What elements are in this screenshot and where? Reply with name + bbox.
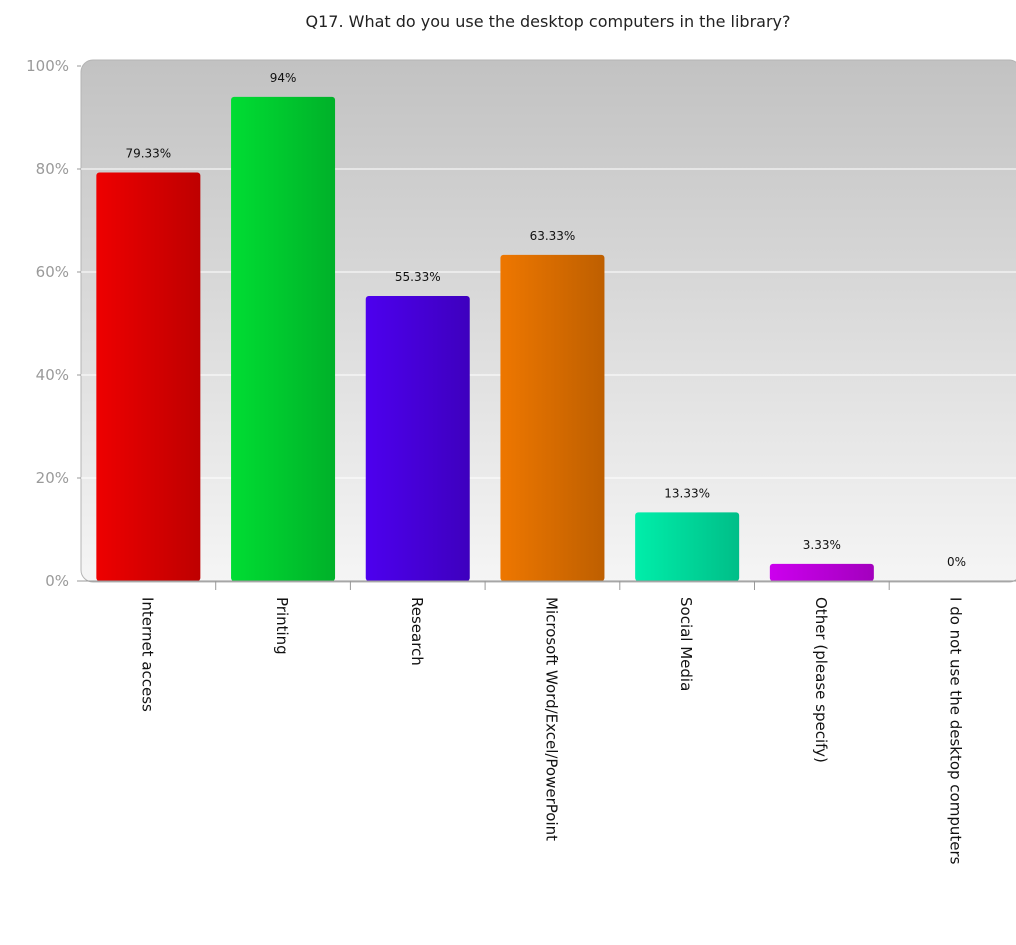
y-tick-label: 40% [36, 366, 69, 384]
chart-title: Q17. What do you use the desktop compute… [306, 12, 791, 31]
category-label: Research [408, 597, 426, 666]
bar [96, 172, 201, 581]
bar [635, 512, 740, 581]
bar [769, 563, 874, 581]
data-label: 94% [270, 71, 297, 85]
category-label: Other (please specify) [812, 597, 830, 763]
bars [96, 96, 874, 582]
y-tick-label: 0% [45, 572, 69, 590]
y-tick-label: 60% [36, 263, 69, 281]
bar [500, 254, 605, 581]
y-tick-label: 100% [26, 57, 69, 75]
data-label: 0% [947, 555, 966, 569]
bar [231, 96, 336, 582]
data-label: 55.33% [395, 270, 441, 284]
data-label: 63.33% [530, 229, 576, 243]
data-labels: 79.33% 94% 55.33% 63.33% 13.33% 3.33% 0% [125, 71, 966, 569]
x-axis: Internet access Printing Research Microsoft… [81, 580, 1016, 865]
y-axis: 0% 20% 40% 60% 80% 100% [26, 57, 81, 590]
bar [365, 296, 470, 581]
category-label: Printing [273, 597, 291, 655]
category-label: Internet access [138, 597, 156, 712]
category-label: I do not use the desktop computers [947, 597, 965, 865]
y-tick-label: 80% [36, 160, 69, 178]
data-label: 3.33% [803, 538, 841, 552]
y-tick-label: 20% [36, 469, 69, 487]
category-label: Social Media [677, 597, 695, 691]
category-label: Microsoft Word/Excel/PowerPoint [542, 597, 560, 841]
data-label: 13.33% [664, 486, 710, 500]
data-label: 79.33% [125, 146, 171, 160]
